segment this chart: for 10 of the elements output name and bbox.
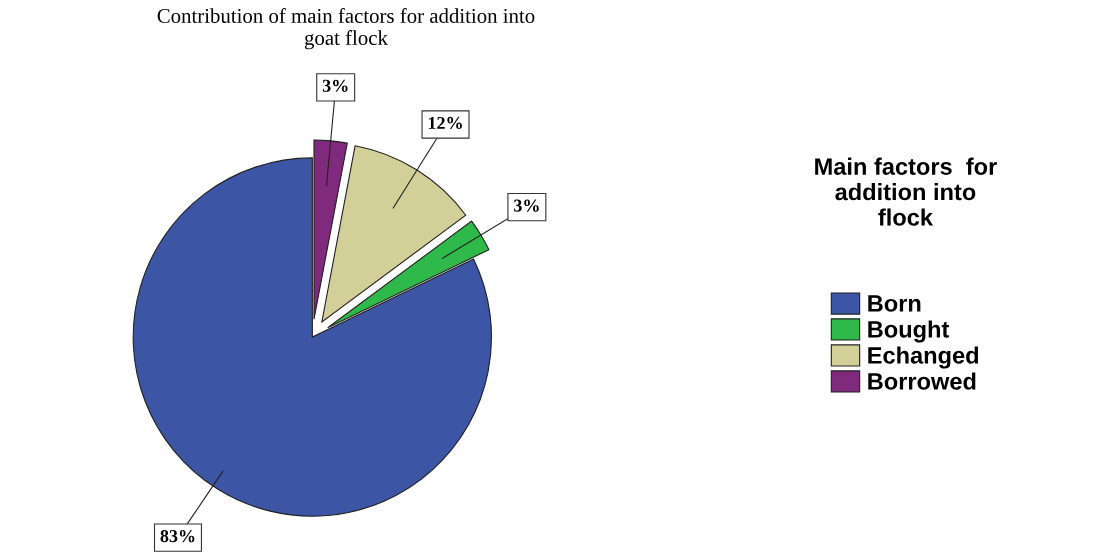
legend-label: Born: [868, 295, 921, 312]
data-label: 3%: [514, 199, 539, 212]
legend-label: Borrowed: [868, 372, 976, 390]
legend-title: Main factors for addition into flock: [815, 157, 997, 226]
legend-label: Echanged: [868, 346, 979, 369]
data-label: 83%: [160, 530, 195, 543]
data-label: 12%: [428, 116, 462, 130]
legend-label: Bought: [868, 320, 950, 343]
chart-title: Contribution of main factors for addition into goat flock: [157, 8, 535, 50]
data-label: 3%: [322, 79, 348, 92]
